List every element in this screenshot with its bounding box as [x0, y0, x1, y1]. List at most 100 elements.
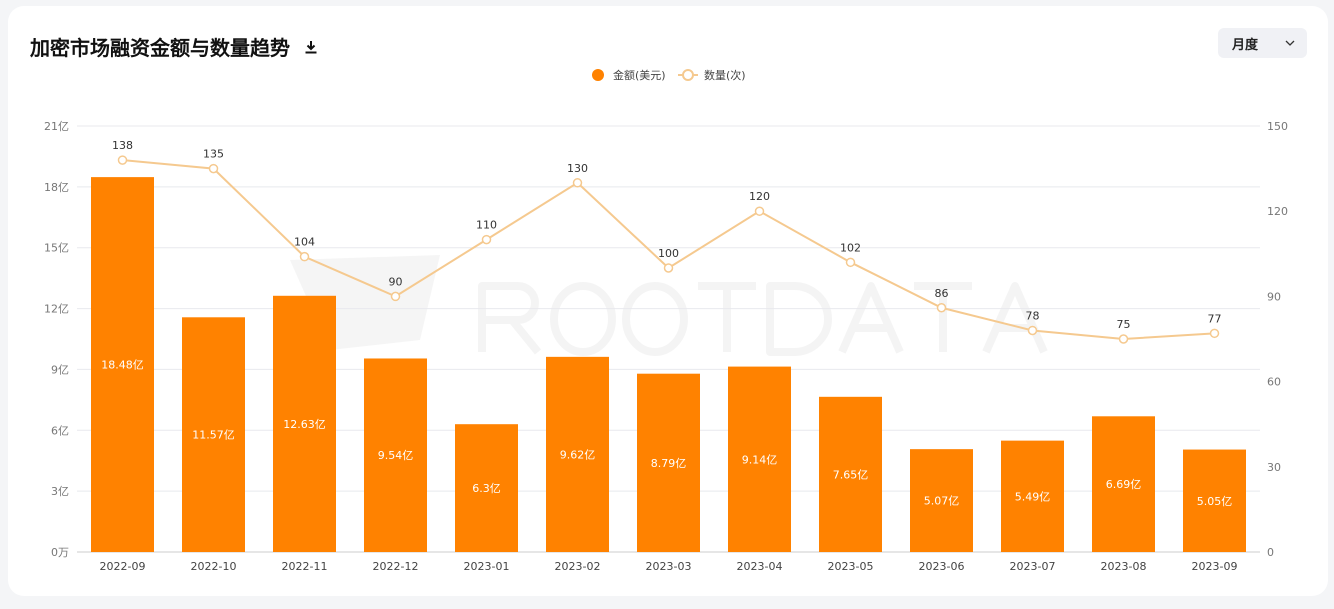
x-tick: 2022-09	[100, 560, 146, 573]
count-label: 120	[749, 190, 770, 203]
x-tick: 2023-02	[555, 560, 601, 573]
count-point	[390, 291, 401, 302]
x-tick: 2022-11	[282, 560, 328, 573]
count-label: 90	[389, 275, 403, 288]
count-label: 75	[1117, 318, 1131, 331]
count-label: 135	[203, 148, 224, 161]
count-label: 110	[476, 219, 497, 232]
x-tick: 2023-04	[737, 560, 783, 573]
count-point	[1118, 334, 1129, 344]
legend: 金额(美元) 数量(次)	[592, 68, 746, 82]
bar	[1183, 449, 1246, 552]
y-right-tick: 120	[1267, 205, 1288, 218]
bar-label: 6.3亿	[472, 482, 501, 495]
bar	[1001, 440, 1064, 552]
count-label: 102	[840, 241, 861, 254]
count-label: 138	[112, 139, 133, 152]
watermark-glyph	[838, 282, 904, 354]
count-point	[1027, 325, 1038, 336]
bar	[182, 317, 245, 552]
y-left-tick: 18亿	[44, 181, 69, 194]
x-tick: 2023-08	[1101, 560, 1147, 573]
count-point	[936, 303, 947, 313]
legend-bar-marker[interactable]	[592, 69, 604, 81]
count-point	[572, 178, 583, 188]
y-left-tick: 12亿	[44, 303, 69, 316]
count-label: 78	[1026, 309, 1040, 322]
watermark-glyph	[550, 282, 616, 356]
chevron-down-icon	[1285, 40, 1295, 46]
y-left-tick: 9亿	[51, 363, 69, 376]
y-left-tick: 0万	[51, 546, 69, 559]
y-left-tick: 21亿	[44, 120, 69, 133]
watermark-lettering	[478, 282, 1048, 356]
watermark-glyph	[698, 282, 756, 352]
y-right-tick: 30	[1267, 461, 1281, 474]
bar-label: 12.63亿	[283, 418, 326, 431]
bar-label: 9.62亿	[560, 448, 596, 461]
period-select-value: 月度	[1232, 37, 1259, 53]
watermark-glyph	[766, 282, 832, 356]
bar-label: 9.14亿	[742, 453, 778, 466]
count-label: 86	[935, 287, 949, 300]
y-right-tick: 0	[1267, 546, 1274, 559]
x-tick: 2023-03	[646, 560, 692, 573]
y-right-tick: 60	[1267, 376, 1281, 389]
bar-label: 18.48亿	[101, 359, 144, 372]
x-tick: 2023-05	[828, 560, 874, 573]
x-tick: 2022-10	[191, 560, 237, 573]
y-right-tick: 90	[1267, 290, 1281, 303]
y-left-tick: 15亿	[44, 242, 69, 255]
count-label: 104	[294, 236, 315, 249]
bar	[728, 366, 791, 552]
bar	[1092, 416, 1155, 552]
bar-label: 5.49亿	[1015, 490, 1051, 503]
x-tick: 2023-09	[1192, 560, 1238, 573]
bar-label: 9.54亿	[378, 449, 414, 462]
chart-title: 加密市场融资金额与数量趋势	[30, 36, 290, 60]
download-icon[interactable]	[302, 38, 320, 56]
x-tick: 2022-12	[373, 560, 419, 573]
bar	[910, 449, 973, 552]
legend-line-label[interactable]: 数量(次)	[704, 68, 746, 82]
count-label: 100	[658, 247, 679, 260]
bar-label: 8.79亿	[651, 457, 687, 470]
watermark-glyph	[478, 282, 542, 355]
watermark-glyph	[622, 282, 688, 356]
x-tick: 2023-01	[464, 560, 510, 573]
bar	[455, 424, 518, 552]
bar-label: 6.69亿	[1106, 478, 1142, 491]
bar	[91, 177, 154, 552]
bar	[819, 396, 882, 552]
bar-label: 5.07亿	[924, 495, 960, 508]
y-right-tick: 150	[1267, 120, 1288, 133]
y-left-tick: 3亿	[51, 485, 69, 498]
count-point	[481, 234, 492, 245]
period-select[interactable]: 月度	[1218, 28, 1307, 58]
count-point	[299, 251, 310, 262]
count-point	[208, 163, 219, 174]
watermark-logo	[290, 255, 1048, 356]
legend-line-marker[interactable]	[682, 69, 694, 81]
count-point	[663, 263, 674, 273]
count-point	[754, 206, 765, 216]
count-point	[117, 155, 128, 165]
count-label: 77	[1208, 312, 1222, 325]
count-label: 130	[567, 162, 588, 175]
x-tick: 2023-07	[1010, 560, 1056, 573]
bar	[364, 358, 427, 552]
bar-label: 11.57亿	[192, 429, 235, 442]
bar-label: 5.05亿	[1197, 495, 1233, 508]
y-left-tick: 6亿	[51, 424, 69, 437]
x-tick: 2023-06	[919, 560, 965, 573]
chart-title-row: 加密市场融资金额与数量趋势	[30, 32, 320, 61]
watermark-glyph	[914, 282, 972, 352]
count-point	[845, 257, 856, 268]
bar	[637, 373, 700, 552]
count-point	[1209, 328, 1220, 339]
legend-bar-label[interactable]: 金额(美元)	[613, 68, 666, 82]
bar	[546, 356, 609, 552]
bar	[273, 295, 336, 552]
bar-label: 7.65亿	[833, 468, 869, 481]
